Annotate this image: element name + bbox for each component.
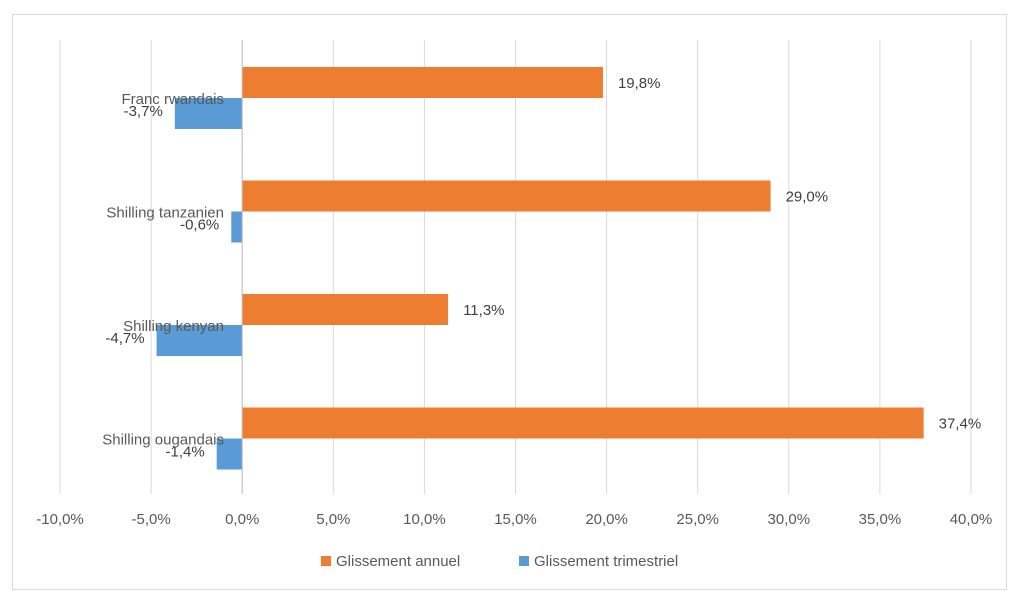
x-tick-label-3: 5,0% bbox=[316, 511, 350, 528]
legend-swatch-1 bbox=[519, 556, 529, 566]
bar-quarterly-3 bbox=[216, 438, 243, 470]
legend-label-0: Glissement annuel bbox=[336, 553, 460, 570]
x-tick-label-7: 25,0% bbox=[676, 511, 719, 528]
x-tick-label-9: 35,0% bbox=[859, 511, 902, 528]
legend-swatch-0 bbox=[321, 556, 331, 566]
data-label-annual-0: 19,8% bbox=[618, 75, 661, 92]
bar-annual-1 bbox=[242, 180, 771, 212]
x-tick-label-8: 30,0% bbox=[768, 511, 811, 528]
data-label-quarterly-1: -0,6% bbox=[180, 217, 219, 234]
data-label-annual-2: 11,3% bbox=[463, 302, 504, 319]
data-label-annual-3: 37,4% bbox=[939, 416, 982, 433]
category-label-2: Shilling kenyan bbox=[123, 318, 224, 335]
x-tick-label-2: 0,0% bbox=[225, 511, 259, 528]
x-tick-label-1: -5,0% bbox=[132, 511, 171, 528]
data-label-annual-1: 29,0% bbox=[786, 189, 829, 206]
x-tick-label-6: 20,0% bbox=[585, 511, 628, 528]
category-label-0: Franc rwandais bbox=[121, 91, 224, 108]
x-tick-label-4: 10,0% bbox=[403, 511, 446, 528]
data-label-quarterly-2: -4,7% bbox=[105, 330, 144, 347]
data-label-quarterly-3: -1,4% bbox=[166, 444, 205, 461]
bar-quarterly-1 bbox=[231, 211, 243, 243]
bar-quarterly-2 bbox=[156, 325, 243, 356]
category-label-1: Shilling tanzanien bbox=[106, 205, 224, 222]
bar-quarterly-0 bbox=[174, 98, 243, 129]
legend-label-1: Glissement trimestriel bbox=[534, 553, 678, 570]
bar-annual-0 bbox=[242, 67, 603, 98]
category-label-3: Shilling ougandais bbox=[102, 432, 224, 449]
bar-annual-2 bbox=[242, 294, 449, 325]
x-tick-label-5: 15,0% bbox=[494, 511, 537, 528]
bar-annual-3 bbox=[242, 407, 924, 439]
data-label-quarterly-0: -3,7% bbox=[124, 103, 163, 120]
x-tick-label-10: 40,0% bbox=[950, 511, 993, 528]
x-tick-label-0: -10,0% bbox=[36, 511, 84, 528]
